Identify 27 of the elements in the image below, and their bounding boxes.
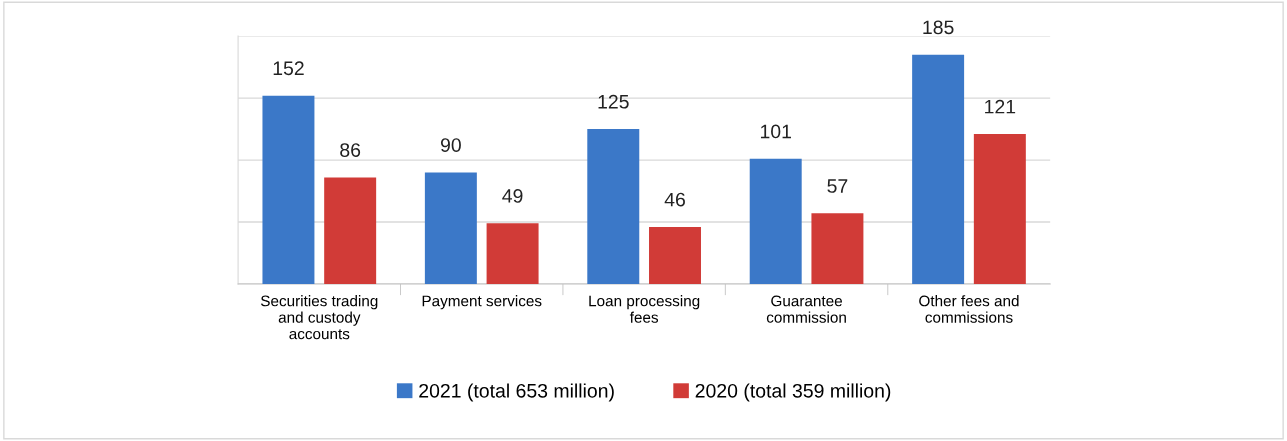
bar — [324, 177, 377, 284]
data-label: 152 — [273, 61, 304, 76]
data-label: 90 — [440, 138, 461, 152]
legend-label: 2021 (total 653 million) — [419, 383, 614, 402]
x-tick-label: Payment services — [422, 295, 542, 310]
x-tick-label: Guarantee commission — [766, 295, 846, 323]
data-label: 125 — [598, 94, 629, 109]
bar — [912, 54, 965, 284]
data-label: 49 — [502, 189, 523, 203]
bar — [749, 158, 802, 284]
data-label: 46 — [664, 192, 685, 207]
bar — [811, 213, 864, 284]
data-label: 86 — [340, 143, 361, 157]
data-label: 121 — [985, 99, 1016, 114]
bar — [424, 172, 477, 284]
data-label: 101 — [760, 124, 791, 139]
bar — [587, 129, 640, 284]
data-label: 185 — [923, 20, 954, 35]
x-tick-label: Other fees and commissions — [919, 295, 1019, 323]
bar — [973, 134, 1026, 284]
legend-label: 2020 (total 359 million) — [695, 383, 891, 402]
x-tick-label: Securities trading and custody accounts — [260, 295, 378, 340]
data-label: 57 — [827, 179, 848, 193]
x-tick-label: Loan processing fees — [589, 295, 700, 323]
bar — [262, 95, 315, 284]
bar — [486, 223, 539, 284]
bar — [649, 227, 701, 284]
